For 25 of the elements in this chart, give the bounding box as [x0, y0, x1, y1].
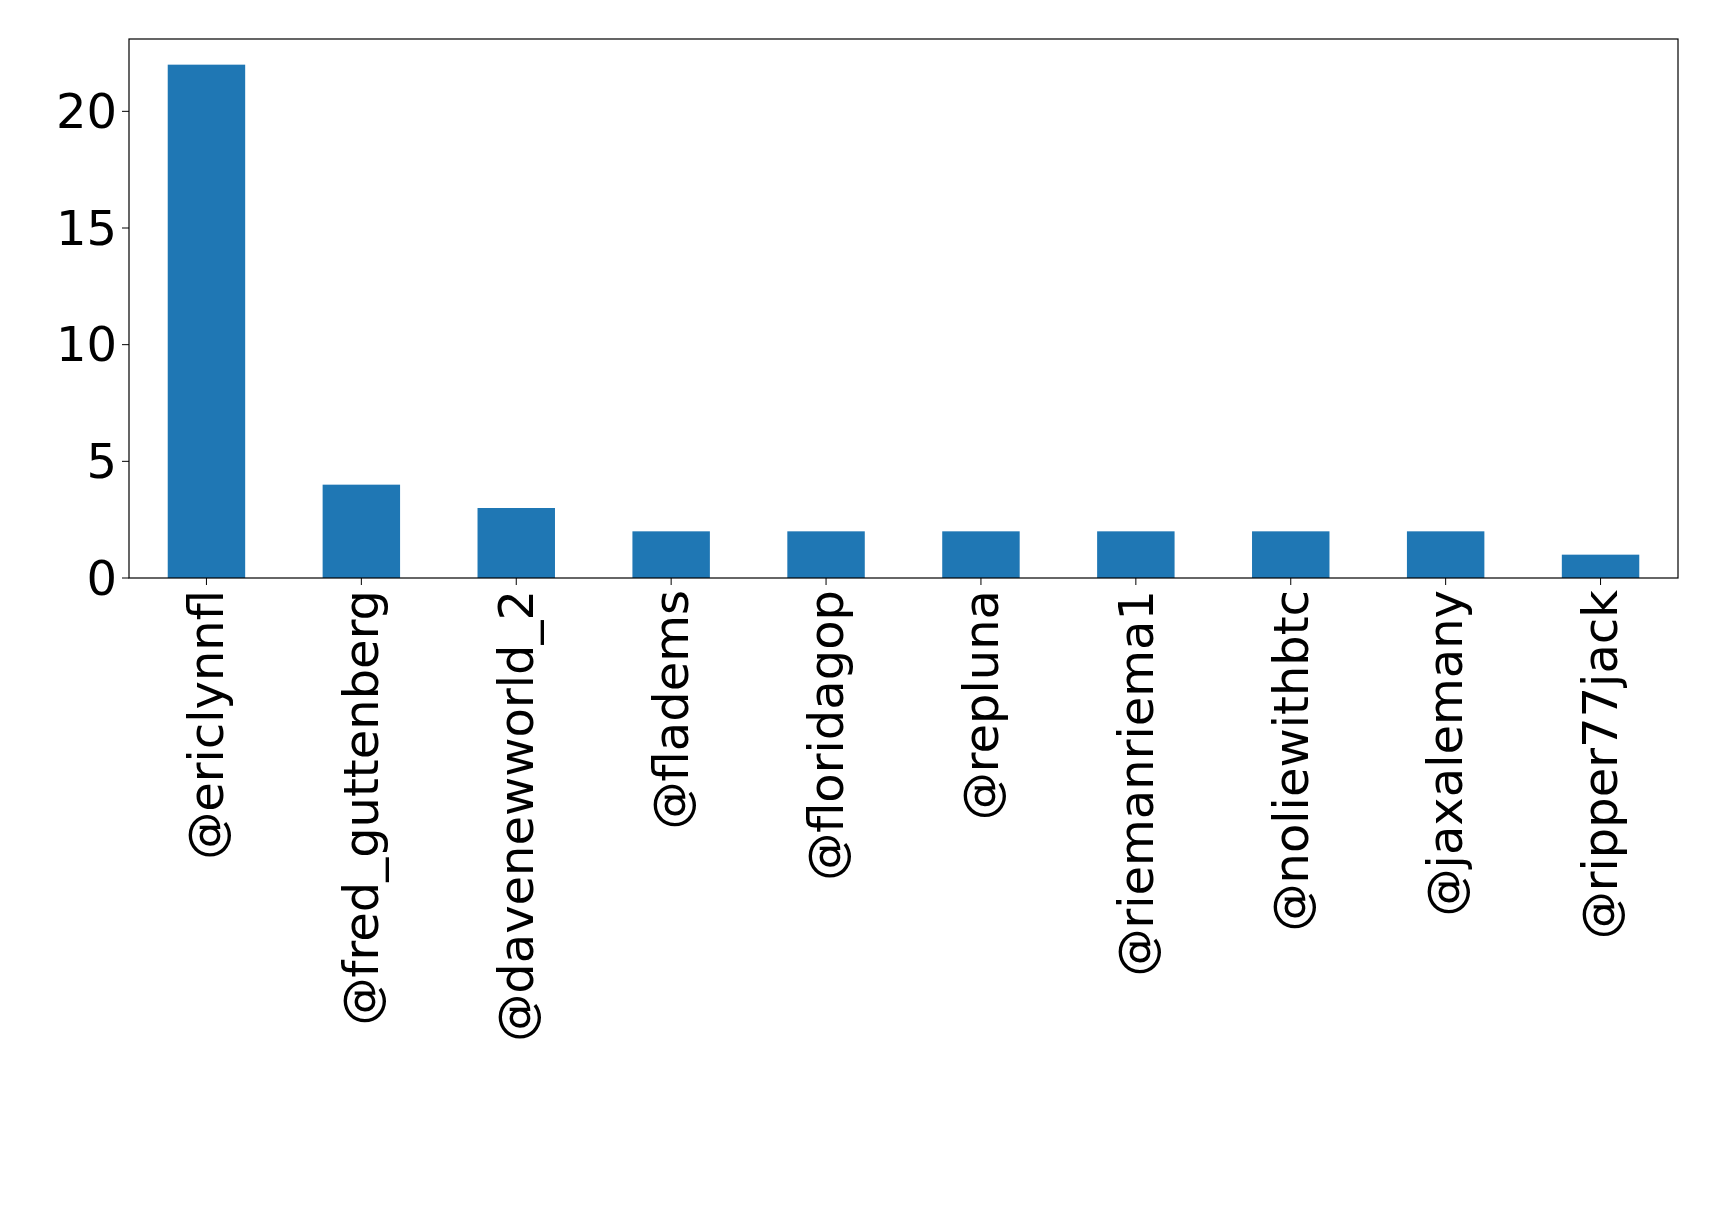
bar: [1097, 531, 1175, 578]
x-tick-label: @repluna: [952, 590, 1009, 821]
y-tick-label: 10: [55, 316, 117, 373]
x-tick-label: @ripper77jack: [1572, 589, 1629, 940]
x-tick-label: @fladems: [642, 590, 699, 830]
y-tick-label: 20: [55, 83, 117, 140]
bar: [477, 508, 555, 578]
bar: [167, 64, 246, 578]
x-tick-label: @noliewithbtc: [1262, 590, 1319, 932]
x-tick-label: @floridagop: [797, 590, 854, 881]
bar: [942, 531, 1020, 578]
y-tick-label: 5: [86, 433, 117, 490]
bar: [787, 531, 865, 578]
bar: [1252, 531, 1330, 578]
bar: [322, 484, 401, 578]
y-tick-label: 0: [86, 549, 117, 606]
bar: [1561, 554, 1640, 578]
x-tick-label: @davenewworld_2: [488, 590, 545, 1042]
bar: [632, 531, 710, 578]
x-tick-label: @fred_guttenberg: [333, 590, 390, 1026]
y-tick-label: 15: [55, 199, 117, 256]
x-tick-label: @riemanriema1: [1107, 590, 1164, 977]
x-tick-label: @jaxalemany: [1417, 590, 1474, 917]
x-tick-label: @ericlynnfl: [178, 590, 235, 860]
bar: [1406, 531, 1485, 578]
